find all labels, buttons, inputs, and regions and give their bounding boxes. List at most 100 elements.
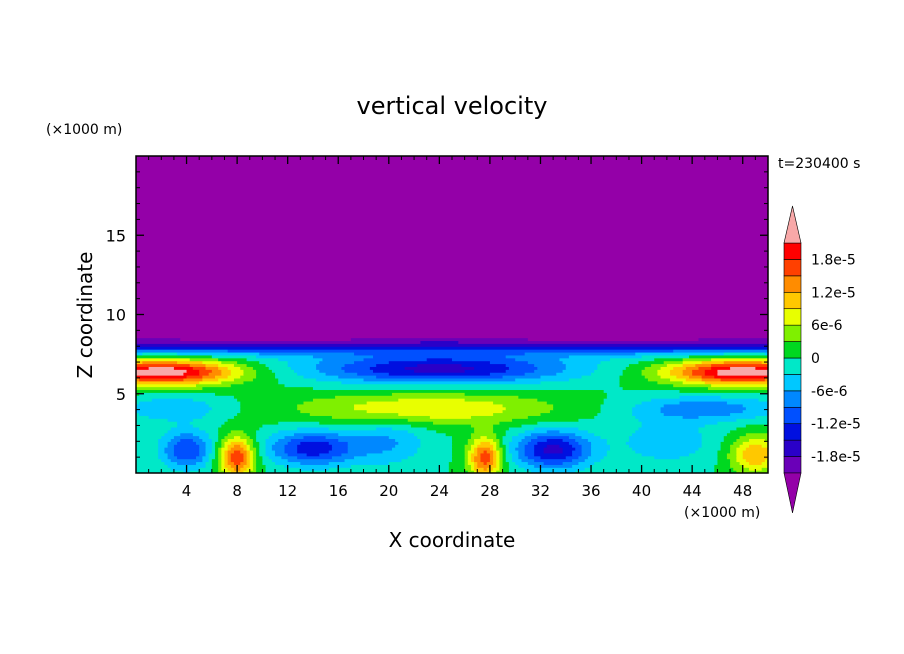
field-cell xyxy=(531,438,548,442)
field-cell xyxy=(151,398,194,402)
x-tick-label: 32 xyxy=(531,482,550,500)
field-cell xyxy=(452,449,466,454)
field-cell xyxy=(458,340,768,344)
field-cell xyxy=(256,461,263,465)
field-cell xyxy=(556,372,592,376)
field-cell xyxy=(723,351,766,356)
field-cell xyxy=(663,412,731,416)
field-cell xyxy=(278,438,292,442)
field-cell xyxy=(464,444,472,448)
field-cell xyxy=(227,447,232,451)
field-cell xyxy=(148,366,175,370)
field-cell xyxy=(256,464,267,468)
field-cell xyxy=(502,438,513,442)
field-cell xyxy=(464,458,469,463)
field-cell xyxy=(180,432,194,437)
field-cell xyxy=(736,458,747,463)
field-cell xyxy=(581,435,602,440)
field-cell xyxy=(259,426,298,431)
field-cell xyxy=(136,432,166,437)
field-cell xyxy=(739,444,750,448)
field-cell xyxy=(704,372,719,376)
x-tick-label: 48 xyxy=(733,482,752,500)
field-cell xyxy=(619,380,658,385)
field-cell xyxy=(682,415,700,419)
field-cell xyxy=(436,429,475,434)
field-cell xyxy=(597,366,627,370)
field-cell xyxy=(726,455,737,460)
field-cell xyxy=(591,449,608,454)
field-cell xyxy=(227,455,232,460)
field-cell xyxy=(388,360,491,365)
field-cell xyxy=(489,458,494,463)
field-cell xyxy=(562,369,595,373)
field-cell xyxy=(189,357,219,362)
field-cell xyxy=(281,455,298,460)
field-cell xyxy=(227,452,232,457)
field-cell xyxy=(493,412,542,416)
colorbar-tick-label: 6e-6 xyxy=(811,318,843,334)
field-cell xyxy=(136,447,159,451)
field-cell xyxy=(344,369,374,373)
field-cell xyxy=(136,444,159,448)
field-cell xyxy=(278,429,409,434)
field-cell xyxy=(136,219,768,223)
field-cell xyxy=(136,245,768,249)
field-cell xyxy=(202,386,314,391)
field-cell xyxy=(158,447,166,451)
field-cell xyxy=(711,357,768,362)
field-cell xyxy=(221,467,229,471)
field-cell xyxy=(758,398,768,402)
field-cell xyxy=(508,444,519,448)
field-cell xyxy=(619,375,646,379)
field-cell xyxy=(515,447,526,451)
field-cell xyxy=(136,265,768,269)
field-cell xyxy=(208,403,241,408)
field-cell xyxy=(136,176,768,180)
field-cell xyxy=(610,447,633,451)
field-cell xyxy=(733,441,744,445)
field-cell xyxy=(474,366,510,370)
colorbar-segment xyxy=(783,242,802,260)
field-cell xyxy=(493,400,548,405)
field-cell xyxy=(278,421,320,425)
field-cell xyxy=(211,458,219,463)
field-cell xyxy=(581,375,621,379)
field-cell xyxy=(218,429,232,434)
field-cell xyxy=(701,441,722,445)
field-cell xyxy=(689,375,703,379)
field-cell xyxy=(215,441,222,445)
field-cell xyxy=(537,366,567,370)
field-cell xyxy=(205,444,213,448)
field-cell xyxy=(196,441,207,445)
field-cell xyxy=(243,447,248,451)
field-cell xyxy=(278,357,324,362)
field-cell xyxy=(591,372,624,376)
field-cell xyxy=(417,449,453,454)
field-cell xyxy=(230,369,245,373)
field-cell xyxy=(233,444,241,448)
field-cell xyxy=(701,375,715,379)
field-cell xyxy=(508,447,516,451)
field-cell xyxy=(701,438,725,442)
field-cell xyxy=(136,363,191,367)
field-cell xyxy=(136,282,768,287)
field-cell xyxy=(363,377,516,382)
field-cell xyxy=(256,369,273,373)
field-cell xyxy=(537,398,605,402)
field-cell xyxy=(502,409,551,414)
field-cell xyxy=(553,403,602,408)
field-cell xyxy=(502,458,507,463)
field-cell xyxy=(534,369,564,373)
field-cell xyxy=(136,248,768,252)
field-cell xyxy=(192,418,229,422)
field-cell xyxy=(259,360,289,365)
field-cell xyxy=(486,461,494,465)
field-cell xyxy=(233,377,254,382)
field-cell xyxy=(534,458,573,463)
field-cell xyxy=(208,435,219,440)
field-cell xyxy=(622,372,643,376)
field-cell xyxy=(496,464,500,468)
field-cell xyxy=(252,458,257,463)
field-cell xyxy=(249,458,254,463)
